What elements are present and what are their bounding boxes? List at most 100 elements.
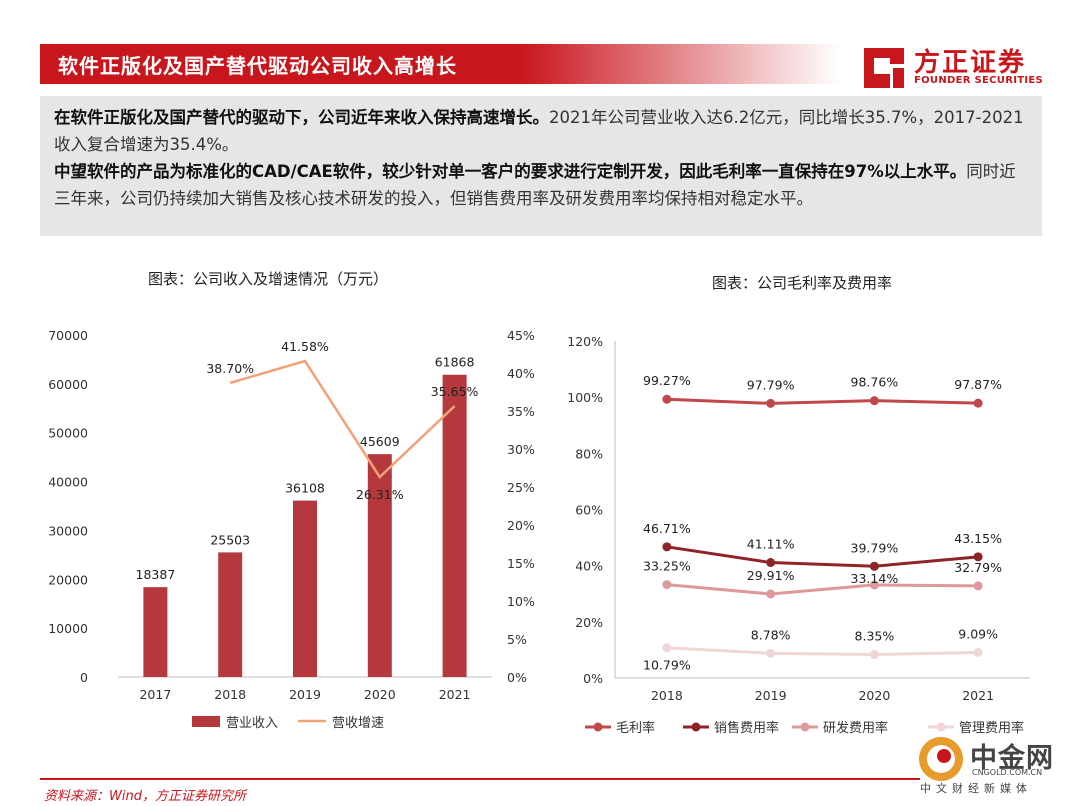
x-tick-label: 2019 bbox=[755, 688, 787, 703]
x-tick-label: 2019 bbox=[289, 687, 321, 702]
series-line bbox=[666, 545, 979, 568]
y-right-tick-label: 45% bbox=[507, 328, 535, 343]
cngold-logo-icon bbox=[919, 737, 963, 781]
series-point bbox=[869, 580, 879, 590]
y-left-tick-label: 60000 bbox=[48, 377, 88, 392]
watermark-url: CNGOLD.COM.CN bbox=[972, 768, 1043, 777]
y-right-tick-label: 40% bbox=[507, 366, 535, 381]
y-right-tick-label: 5% bbox=[507, 632, 527, 647]
x-tick-label: 2021 bbox=[962, 688, 994, 703]
brand-name-en: FOUNDER SECURITIES bbox=[914, 75, 1044, 86]
series-value-label: 39.79% bbox=[851, 540, 899, 555]
legend-swatch-revenue bbox=[192, 716, 220, 727]
series-point bbox=[973, 647, 983, 657]
revenue-bar-label: 18387 bbox=[136, 567, 176, 582]
series-line bbox=[666, 397, 979, 405]
series-value-label: 29.91% bbox=[747, 568, 795, 583]
summary-p1-bold: 在软件正版化及国产替代的驱动下，公司近年来收入保持高速增长。 bbox=[54, 108, 549, 127]
footer-divider bbox=[40, 778, 920, 780]
series-value-label: 10.79% bbox=[643, 658, 691, 673]
y-tick-label: 60% bbox=[575, 503, 603, 518]
growth-line bbox=[229, 359, 456, 479]
page-title: 软件正版化及国产替代驱动公司收入高增长 bbox=[58, 54, 457, 78]
series-point bbox=[662, 580, 672, 590]
revenue-bar bbox=[367, 454, 392, 677]
summary-text: 在软件正版化及国产替代的驱动下，公司近年来收入保持高速增长。2021年公司营业收… bbox=[54, 104, 1029, 212]
watermark-tagline: 中文财经新媒体 bbox=[920, 782, 1032, 795]
series-point bbox=[869, 650, 879, 660]
series-value-label: 9.09% bbox=[958, 626, 998, 641]
y-left-tick-label: 10000 bbox=[48, 621, 88, 636]
series-point bbox=[766, 398, 776, 408]
series-value-label: 97.87% bbox=[954, 377, 1002, 392]
summary-p2-rest: 同时近三年来，公司仍持续加大销售及核心技术研发的投入，但销售费用率及研发费用率均… bbox=[54, 162, 1016, 208]
summary-p1-rest: 2021年公司营业收入达6.2亿元，同比增长35.7%，2017-2021收入复… bbox=[54, 108, 1024, 154]
legend-swatch-marker bbox=[936, 722, 946, 732]
title-bar: 软件正版化及国产替代驱动公司收入高增长 bbox=[40, 44, 840, 84]
growth-label: 38.70% bbox=[206, 361, 254, 376]
series-value-label: 33.25% bbox=[643, 559, 691, 574]
summary-box: 在软件正版化及国产替代的驱动下，公司近年来收入保持高速增长。2021年公司营业收… bbox=[40, 96, 1042, 236]
brand-name-cn: 方正证券 bbox=[914, 48, 1027, 78]
founder-logo: 方正证券 FOUNDER SECURITIES bbox=[860, 42, 1050, 92]
series-value-label: 99.27% bbox=[643, 373, 691, 388]
series-value-label: 98.76% bbox=[851, 375, 899, 390]
series-value-label: 46.71% bbox=[643, 521, 691, 536]
series-line bbox=[666, 646, 979, 657]
watermark-name: 中金网 bbox=[970, 743, 1054, 774]
y-left-tick-label: 20000 bbox=[48, 572, 88, 587]
series-point bbox=[766, 648, 776, 658]
y-tick-label: 100% bbox=[567, 390, 603, 405]
series-point bbox=[766, 589, 776, 599]
legend-swatch-marker bbox=[800, 722, 810, 732]
y-left-tick-label: 40000 bbox=[48, 475, 88, 490]
legend-label: 研发费用率 bbox=[823, 720, 888, 736]
growth-label: 41.58% bbox=[281, 339, 329, 354]
series-point bbox=[662, 542, 672, 552]
revenue-bar-label: 61868 bbox=[435, 355, 475, 370]
source-note: 资料来源：Wind，方正证券研究所 bbox=[44, 789, 246, 804]
x-tick-label: 2021 bbox=[439, 687, 471, 702]
growth-label: 26.31% bbox=[356, 487, 404, 502]
cngold-watermark: 中金网 CNGOLD.COM.CN 中文财经新媒体 bbox=[912, 732, 1072, 802]
series-value-label: 8.35% bbox=[855, 629, 895, 644]
series-point bbox=[973, 581, 983, 591]
revenue-bar-label: 45609 bbox=[360, 434, 400, 449]
series-value-label: 43.15% bbox=[954, 531, 1002, 546]
series-point bbox=[869, 561, 879, 571]
y-left-tick-label: 30000 bbox=[48, 523, 88, 538]
y-right-tick-label: 10% bbox=[507, 594, 535, 609]
growth-label: 35.65% bbox=[431, 384, 479, 399]
series-value-label: 97.79% bbox=[747, 377, 795, 392]
y-right-tick-label: 15% bbox=[507, 556, 535, 571]
y-tick-label: 40% bbox=[575, 559, 603, 574]
chart1-title: 图表：公司收入及增速情况（万元） bbox=[148, 270, 389, 288]
x-tick-label: 2020 bbox=[364, 687, 396, 702]
series-point bbox=[973, 552, 983, 562]
y-right-tick-label: 0% bbox=[507, 670, 527, 685]
legend-label-growth: 营收增速 bbox=[332, 716, 384, 731]
series-value-label: 41.11% bbox=[747, 537, 795, 552]
x-tick-label: 2017 bbox=[139, 687, 171, 702]
series-value-label: 8.78% bbox=[751, 627, 791, 642]
y-right-tick-label: 25% bbox=[507, 480, 535, 495]
x-tick-label: 2018 bbox=[214, 687, 246, 702]
y-right-tick-label: 20% bbox=[507, 518, 535, 533]
y-right-tick-label: 35% bbox=[507, 404, 535, 419]
legend-swatch-marker bbox=[593, 722, 603, 732]
chart2-title: 图表：公司毛利率及费用率 bbox=[712, 274, 893, 292]
y-tick-label: 0% bbox=[583, 671, 603, 686]
founder-logo-icon bbox=[864, 48, 904, 88]
series-point bbox=[869, 396, 879, 406]
legend-label: 管理费用率 bbox=[959, 720, 1024, 736]
x-tick-label: 2020 bbox=[858, 688, 890, 703]
revenue-bar-label: 25503 bbox=[210, 532, 250, 547]
legend-label-revenue: 营业收入 bbox=[226, 716, 278, 731]
series-line bbox=[666, 583, 979, 596]
revenue-bar-label: 36108 bbox=[285, 481, 325, 496]
revenue-bar bbox=[143, 587, 168, 677]
y-right-tick-label: 30% bbox=[507, 442, 535, 457]
